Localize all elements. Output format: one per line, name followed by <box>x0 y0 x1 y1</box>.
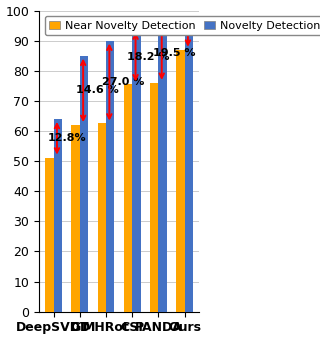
Bar <box>53 119 62 312</box>
Text: 14.6 %: 14.6 % <box>76 85 119 95</box>
Text: 27.0 %: 27.0 % <box>102 77 145 87</box>
Text: 12.8%: 12.8% <box>48 133 87 143</box>
Legend: Near Novelty Detection, Novelty Detection, AUC Drop: Near Novelty Detection, Novelty Detectio… <box>45 16 320 35</box>
Bar <box>132 30 140 312</box>
Bar <box>158 24 167 312</box>
Bar <box>80 56 88 312</box>
Text: 19.5 %: 19.5 % <box>153 49 195 58</box>
Bar <box>45 157 53 312</box>
Bar <box>176 50 185 312</box>
Bar <box>71 125 80 312</box>
Bar <box>106 41 114 312</box>
Bar <box>124 84 132 312</box>
Bar <box>185 22 193 312</box>
Bar <box>98 123 106 312</box>
Text: 9.1 %: 9.1 % <box>190 23 225 33</box>
Bar <box>150 83 158 312</box>
Text: 18.2 %: 18.2 % <box>127 52 169 62</box>
